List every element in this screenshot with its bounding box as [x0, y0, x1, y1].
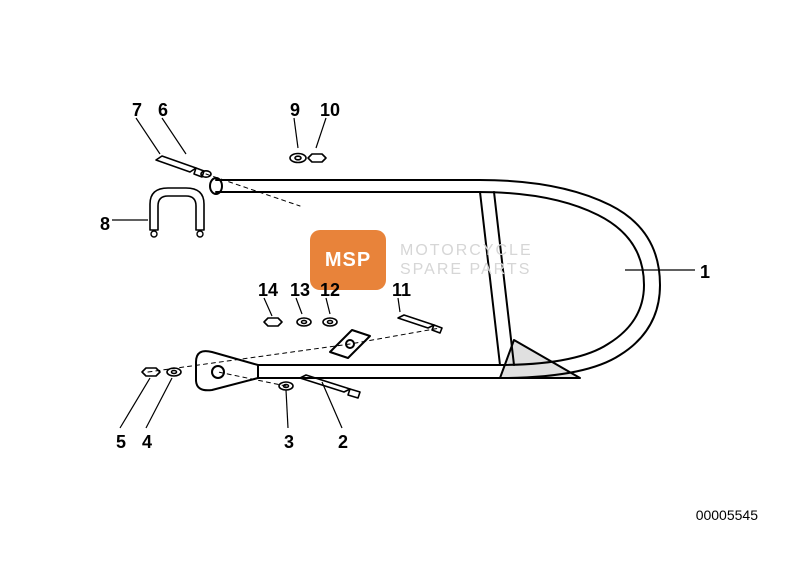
washers-nut-12-13-14 — [264, 318, 337, 326]
callout-line-4 — [146, 378, 172, 428]
u-clamp — [150, 188, 204, 230]
callout-line-6 — [162, 118, 186, 154]
lower-bracket-hole — [212, 366, 224, 378]
callout-line-10 — [316, 118, 326, 148]
callout-4: 4 — [142, 432, 152, 453]
callout-2: 2 — [338, 432, 348, 453]
watermark-text: MOTORCYCLE SPARE PARTS — [400, 241, 533, 279]
callout-3: 3 — [284, 432, 294, 453]
callout-14: 14 — [258, 280, 278, 301]
bolt-6-7 — [156, 156, 211, 177]
callout-line-3 — [286, 390, 288, 428]
lower-bracket-plate — [196, 351, 258, 390]
u-clamp-hole-r — [197, 231, 203, 237]
image-id: 00005545 — [696, 507, 758, 523]
callout-6: 6 — [158, 100, 168, 121]
callout-12: 12 — [320, 280, 340, 301]
callout-1: 1 — [700, 262, 710, 283]
watermark-badge-text: MSP — [325, 249, 371, 272]
watermark-line1: MOTORCYCLE — [400, 241, 533, 260]
callout-11: 11 — [392, 280, 411, 301]
diagram-container: MSP MOTORCYCLE SPARE PARTS 1234567891011… — [0, 0, 800, 565]
washer-nut-9-10 — [290, 154, 326, 163]
bolt-11 — [398, 315, 442, 333]
u-clamp-hole-l — [151, 231, 157, 237]
callout-line-5 — [120, 378, 150, 428]
callout-10: 10 — [320, 100, 340, 121]
callout-9: 9 — [290, 100, 300, 121]
callout-line-9 — [294, 118, 298, 148]
callout-13: 13 — [290, 280, 310, 301]
callout-line-7 — [136, 118, 160, 154]
callout-7: 7 — [132, 100, 142, 121]
callout-5: 5 — [116, 432, 126, 453]
watermark-line2: SPARE PARTS — [400, 260, 533, 279]
watermark: MSP MOTORCYCLE SPARE PARTS — [310, 230, 533, 290]
callout-8: 8 — [100, 214, 110, 235]
